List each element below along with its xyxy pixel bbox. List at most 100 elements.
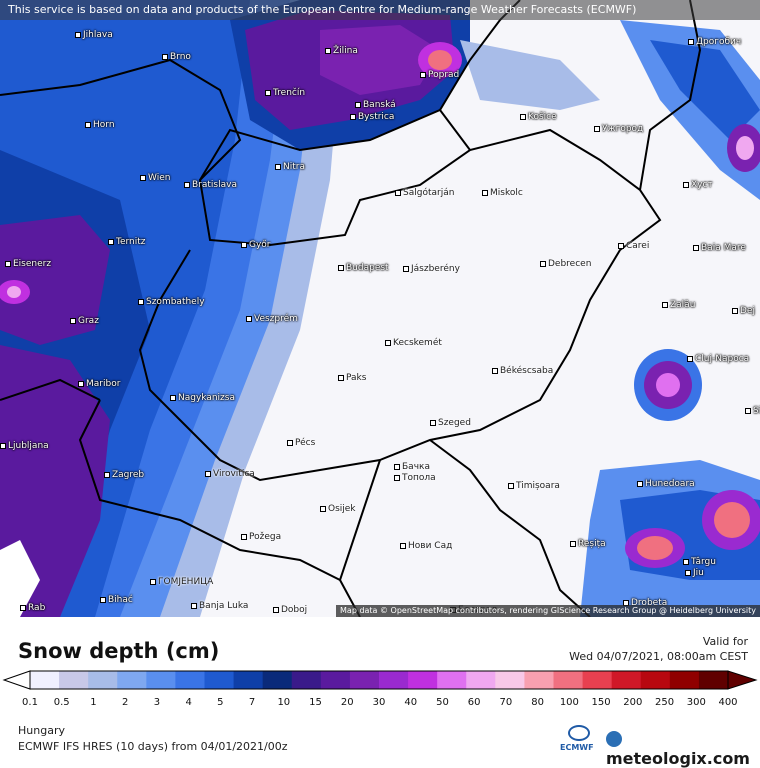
city-label: Reșița <box>570 539 606 549</box>
legend-swatch <box>204 671 235 689</box>
city-marker-icon <box>540 260 546 267</box>
legend-swatch <box>88 671 118 689</box>
legend-swatch <box>233 671 264 689</box>
city-marker-icon <box>637 480 643 487</box>
city-name: Miskolc <box>490 188 523 198</box>
city-marker-icon <box>400 542 406 549</box>
city-label: Szombathely <box>138 297 205 307</box>
city-label: Carei <box>618 241 649 251</box>
legend-tick-label: 100 <box>559 697 579 708</box>
city-name: Požega <box>249 532 282 542</box>
city-name: Zalău <box>670 300 696 310</box>
city-name: Carei <box>626 241 650 251</box>
legend-swatch <box>262 671 293 689</box>
city-marker-icon <box>241 533 247 540</box>
legend-swatch <box>408 671 438 689</box>
legend-swatch <box>466 671 496 689</box>
city-label: Banská <box>355 100 396 110</box>
city-marker-icon <box>5 260 11 267</box>
city-marker-icon <box>338 264 344 271</box>
city-label: Brno <box>162 52 191 62</box>
snow-depth-map[interactable]: This service is based on data and produc… <box>0 0 760 617</box>
city-marker-icon <box>520 113 526 120</box>
city-name: Baia Mare <box>701 243 746 253</box>
legend-tick-label: 2 <box>121 697 129 708</box>
city-name: Ternitz <box>116 237 146 247</box>
legend-tick-label: 4 <box>185 697 192 708</box>
ecmwf-disclaimer-banner: This service is based on data and produc… <box>0 0 760 20</box>
city-label: Salgótarján <box>395 188 454 198</box>
city-label: Kecskemét <box>385 338 442 348</box>
city-label: Топола <box>394 473 436 483</box>
city-label: Ternitz <box>108 237 146 247</box>
city-marker-icon <box>265 89 271 96</box>
city-marker-icon <box>20 604 26 611</box>
city-name: Cluj-Napoca <box>695 354 750 364</box>
ecmwf-logo[interactable]: ECMWF <box>560 725 600 755</box>
legend-swatch <box>669 671 700 689</box>
meteologix-logo[interactable]: meteologix.com <box>606 730 760 768</box>
city-label: Požega <box>241 532 281 542</box>
city-name: Osijek <box>328 504 356 514</box>
city-name: Eisenerz <box>13 259 52 269</box>
city-name: Veszprém <box>254 314 298 324</box>
model-run-label: ECMWF IFS HRES (10 days) from 04/01/2021… <box>18 740 288 753</box>
city-name: Rab <box>28 603 46 613</box>
legend-tick-label: 30 <box>372 697 386 708</box>
city-label: Maribor <box>78 379 120 389</box>
meteologix-logo-text: meteologix.com <box>606 749 750 768</box>
city-label: Ужгород <box>594 124 643 134</box>
city-label: Hunedoara <box>637 479 695 489</box>
city-label: Timișoara <box>508 481 560 491</box>
city-marker-icon <box>75 31 81 38</box>
city-label: Eisenerz <box>5 259 51 269</box>
city-marker-icon <box>732 307 738 314</box>
city-label: Ljubljana <box>0 441 49 451</box>
city-label: Banja Luka <box>191 601 248 611</box>
legend-tick-label: 40 <box>404 697 418 708</box>
city-label: Nagykanizsa <box>170 393 235 403</box>
city-label: Poprad <box>420 70 459 80</box>
ecmwf-logo-text: ECMWF <box>560 743 594 752</box>
city-marker-icon <box>108 238 114 245</box>
city-label: Târgu <box>683 557 716 567</box>
city-name: Timișoara <box>516 481 560 491</box>
city-label: Doboj <box>273 605 307 615</box>
legend-tick-label: 80 <box>531 697 544 708</box>
city-label: Debrecen <box>540 259 591 269</box>
city-name: Drobeta <box>631 598 668 608</box>
city-name: Horn <box>93 120 115 130</box>
city-marker-icon <box>385 339 391 346</box>
legend-swatch <box>698 671 729 689</box>
legend-swatch <box>379 671 409 689</box>
city-marker-icon <box>683 558 689 565</box>
city-label: ГОМЈЕНИЦА <box>150 577 213 587</box>
city-name: Doboj <box>281 605 308 615</box>
city-marker-icon <box>492 367 498 374</box>
city-label: Wien <box>140 173 170 183</box>
legend-swatch <box>349 671 380 689</box>
city-label: Paks <box>338 373 366 383</box>
city-name: Salgótarján <box>403 188 455 198</box>
map-layer <box>0 0 760 617</box>
city-label: Bratislava <box>184 180 237 190</box>
city-name: Budapest <box>346 263 389 273</box>
city-label: Dej <box>732 306 755 316</box>
city-name: Jászberény <box>411 264 460 274</box>
city-label: Budapest <box>338 263 389 273</box>
city-name: Paks <box>346 373 367 383</box>
city-name: Nagykanizsa <box>178 393 235 403</box>
legend-tick-label: 300 <box>686 697 706 708</box>
city-marker-icon <box>482 189 488 196</box>
city-label: Cluj-Napoca <box>687 354 749 364</box>
legend-tick-label: 400 <box>718 697 738 708</box>
city-name: Maribor <box>86 379 121 389</box>
legend-outline <box>29 670 729 690</box>
city-name: Košice <box>528 112 557 122</box>
city-name: Brno <box>170 52 191 62</box>
city-label: Jiu <box>685 568 704 578</box>
city-name: Hunedoara <box>645 479 695 489</box>
city-name: Dej <box>740 306 755 316</box>
city-label: Нови Сад <box>400 541 452 551</box>
city-marker-icon <box>287 439 293 446</box>
